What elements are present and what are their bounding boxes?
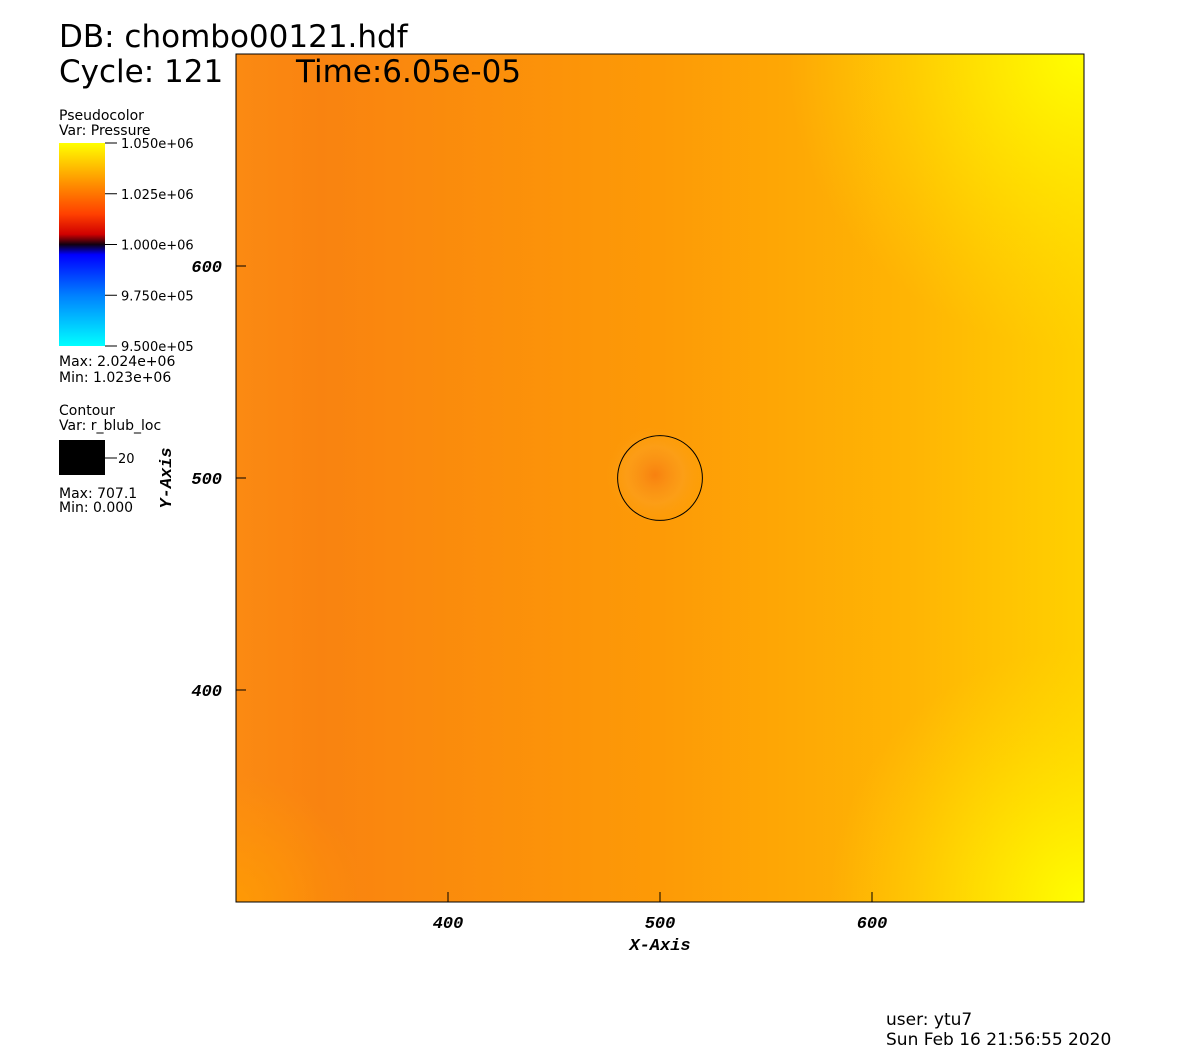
date: Sun Feb 16 21:56:55 2020 [886, 1030, 1111, 1050]
contour-min: Min: 0.000 [59, 500, 133, 516]
colorbar-tick-label: 1.000e+06 [121, 239, 194, 254]
y-tick-label: 600 [191, 259, 222, 278]
time: Time:6.05e-05 [295, 54, 521, 90]
y-tick-label: 500 [191, 471, 222, 490]
colorbar-tick-label: 1.025e+06 [121, 188, 194, 203]
x-axis-label: X-Axis [628, 937, 690, 956]
field-feature [607, 427, 703, 523]
contour-swatch [59, 440, 105, 475]
legend-max: Max: 2.024e+06 [59, 354, 175, 370]
user: user: ytu7 [886, 1010, 972, 1030]
legend-min: Min: 1.023e+06 [59, 370, 171, 386]
contour-title: Contour [59, 403, 115, 419]
contour-max: Max: 707.1 [59, 486, 137, 502]
cycle: Cycle: 121 [59, 54, 223, 90]
y-tick-label: 400 [191, 683, 222, 702]
contour-variable: Var: r_blub_loc [59, 418, 161, 434]
x-tick-label: 400 [433, 915, 464, 934]
colorbar-tick-label: 9.500e+05 [121, 340, 194, 355]
x-tick-label: 500 [645, 915, 676, 934]
y-axis-label: Y-Axis [158, 447, 177, 508]
colorbar-tick-label: 9.750e+05 [121, 289, 194, 304]
db-title: DB: chombo00121.hdf [59, 19, 409, 55]
colorbar [59, 143, 105, 346]
contour-line [617, 435, 703, 521]
contour-level-label: 20 [118, 452, 135, 467]
legend-variable: Var: Pressure [59, 123, 151, 139]
x-tick-label: 600 [857, 915, 888, 934]
legend-title: Pseudocolor [59, 108, 144, 124]
colorbar-tick-label: 1.050e+06 [121, 137, 194, 152]
plot-area [235, 53, 1085, 903]
